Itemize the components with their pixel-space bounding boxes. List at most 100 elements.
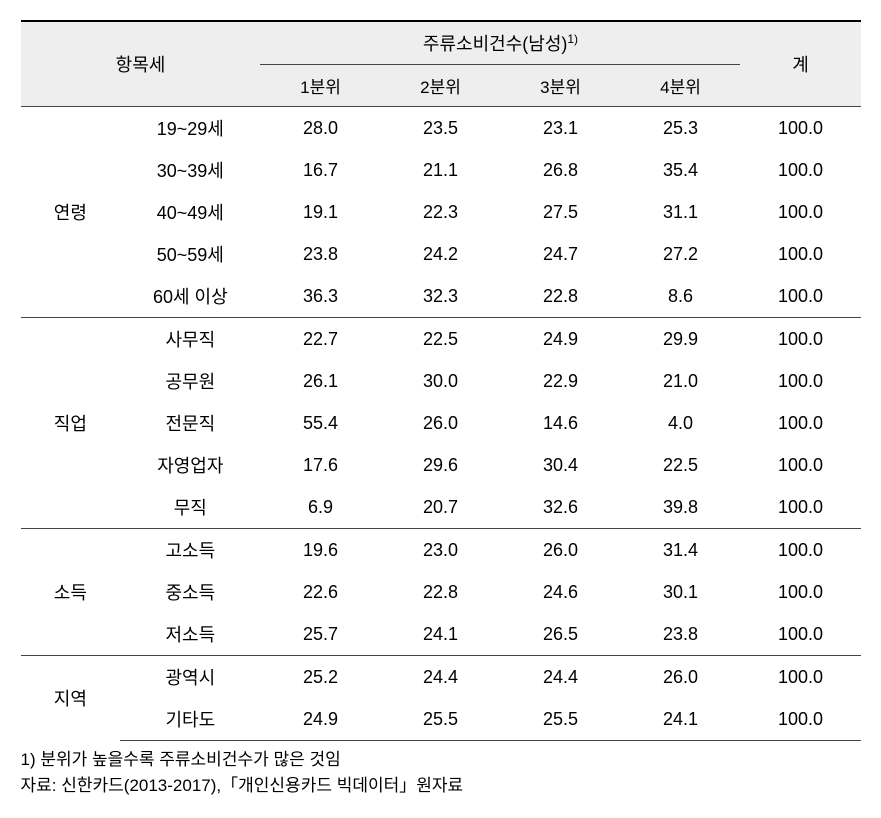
value-cell: 16.7 xyxy=(260,149,380,191)
value-cell: 26.0 xyxy=(380,402,500,444)
value-cell: 31.4 xyxy=(620,529,740,572)
row-label: 기타도 xyxy=(120,698,260,741)
value-cell: 17.6 xyxy=(260,444,380,486)
value-cell: 26.0 xyxy=(620,656,740,699)
value-cell: 20.7 xyxy=(380,486,500,529)
value-cell: 29.9 xyxy=(620,318,740,361)
total-cell: 100.0 xyxy=(740,318,860,361)
value-cell: 24.4 xyxy=(380,656,500,699)
category-cell: 지역 xyxy=(21,656,121,741)
total-cell: 100.0 xyxy=(740,275,860,318)
value-cell: 4.0 xyxy=(620,402,740,444)
main-header: 주류소비건수(남성)1) xyxy=(260,21,740,65)
row-label: 자영업자 xyxy=(120,444,260,486)
value-cell: 23.8 xyxy=(260,233,380,275)
value-cell: 19.1 xyxy=(260,191,380,233)
category-cell: 직업 xyxy=(21,318,121,529)
value-cell: 26.0 xyxy=(500,529,620,572)
value-cell: 26.8 xyxy=(500,149,620,191)
value-cell: 6.9 xyxy=(260,486,380,529)
value-cell: 23.0 xyxy=(380,529,500,572)
total-cell: 100.0 xyxy=(740,571,860,613)
footnote-source: 자료: 신한카드(2013-2017),「개인신용카드 빅데이터」원자료 xyxy=(21,773,861,799)
value-cell: 28.0 xyxy=(260,107,380,150)
table-row: 30~39세16.721.126.835.4100.0 xyxy=(21,149,861,191)
table-row: 기타도24.925.525.524.1100.0 xyxy=(21,698,861,741)
value-cell: 25.5 xyxy=(380,698,500,741)
value-cell: 8.6 xyxy=(620,275,740,318)
value-cell: 25.7 xyxy=(260,613,380,656)
value-cell: 22.8 xyxy=(380,571,500,613)
data-table: 항목세 주류소비건수(남성)1) 계 1분위 2분위 3분위 4분위 연령19~… xyxy=(21,20,861,741)
total-cell: 100.0 xyxy=(740,149,860,191)
quartile-header-1: 1분위 xyxy=(260,65,380,107)
table-body: 연령19~29세28.023.523.125.3100.030~39세16.72… xyxy=(21,107,861,741)
value-cell: 24.1 xyxy=(620,698,740,741)
row-label: 전문직 xyxy=(120,402,260,444)
total-cell: 100.0 xyxy=(740,107,860,150)
total-cell: 100.0 xyxy=(740,529,860,572)
value-cell: 22.9 xyxy=(500,360,620,402)
table-row: 40~49세19.122.327.531.1100.0 xyxy=(21,191,861,233)
total-cell: 100.0 xyxy=(740,486,860,529)
value-cell: 25.5 xyxy=(500,698,620,741)
value-cell: 24.9 xyxy=(260,698,380,741)
table-row: 지역광역시25.224.424.426.0100.0 xyxy=(21,656,861,699)
row-label: 19~29세 xyxy=(120,107,260,150)
total-cell: 100.0 xyxy=(740,360,860,402)
total-header: 계 xyxy=(740,21,860,107)
header-superscript: 1) xyxy=(567,32,578,46)
table-row: 공무원26.130.022.921.0100.0 xyxy=(21,360,861,402)
value-cell: 30.0 xyxy=(380,360,500,402)
data-table-container: 항목세 주류소비건수(남성)1) 계 1분위 2분위 3분위 4분위 연령19~… xyxy=(21,20,861,798)
value-cell: 24.6 xyxy=(500,571,620,613)
value-cell: 21.1 xyxy=(380,149,500,191)
table-row: 무직6.920.732.639.8100.0 xyxy=(21,486,861,529)
row-label: 저소득 xyxy=(120,613,260,656)
value-cell: 26.1 xyxy=(260,360,380,402)
category-cell: 연령 xyxy=(21,107,121,318)
value-cell: 14.6 xyxy=(500,402,620,444)
value-cell: 27.5 xyxy=(500,191,620,233)
footnote-1: 1) 분위가 높을수록 주류소비건수가 많은 것임 xyxy=(21,747,861,773)
value-cell: 30.1 xyxy=(620,571,740,613)
row-label: 40~49세 xyxy=(120,191,260,233)
row-label: 사무직 xyxy=(120,318,260,361)
total-cell: 100.0 xyxy=(740,191,860,233)
total-cell: 100.0 xyxy=(740,698,860,741)
value-cell: 26.5 xyxy=(500,613,620,656)
main-header-text: 주류소비건수(남성) xyxy=(423,34,567,54)
value-cell: 23.5 xyxy=(380,107,500,150)
total-cell: 100.0 xyxy=(740,402,860,444)
value-cell: 23.8 xyxy=(620,613,740,656)
value-cell: 22.7 xyxy=(260,318,380,361)
value-cell: 25.3 xyxy=(620,107,740,150)
row-label: 60세 이상 xyxy=(120,275,260,318)
table-row: 소득고소득19.623.026.031.4100.0 xyxy=(21,529,861,572)
table-row: 자영업자17.629.630.422.5100.0 xyxy=(21,444,861,486)
value-cell: 32.6 xyxy=(500,486,620,529)
total-cell: 100.0 xyxy=(740,233,860,275)
table-row: 저소득25.724.126.523.8100.0 xyxy=(21,613,861,656)
value-cell: 22.5 xyxy=(620,444,740,486)
quartile-header-4: 4분위 xyxy=(620,65,740,107)
value-cell: 30.4 xyxy=(500,444,620,486)
row-label: 30~39세 xyxy=(120,149,260,191)
table-row: 50~59세23.824.224.727.2100.0 xyxy=(21,233,861,275)
total-cell: 100.0 xyxy=(740,444,860,486)
total-cell: 100.0 xyxy=(740,656,860,699)
value-cell: 55.4 xyxy=(260,402,380,444)
table-row: 직업사무직22.722.524.929.9100.0 xyxy=(21,318,861,361)
value-cell: 31.1 xyxy=(620,191,740,233)
quartile-header-3: 3분위 xyxy=(500,65,620,107)
footnotes: 1) 분위가 높을수록 주류소비건수가 많은 것임 자료: 신한카드(2013-… xyxy=(21,747,861,798)
row-label: 50~59세 xyxy=(120,233,260,275)
value-cell: 22.8 xyxy=(500,275,620,318)
value-cell: 27.2 xyxy=(620,233,740,275)
category-cell: 소득 xyxy=(21,529,121,656)
table-header: 항목세 주류소비건수(남성)1) 계 1분위 2분위 3분위 4분위 xyxy=(21,21,861,107)
row-label: 중소득 xyxy=(120,571,260,613)
value-cell: 22.5 xyxy=(380,318,500,361)
table-row: 60세 이상36.332.322.88.6100.0 xyxy=(21,275,861,318)
value-cell: 19.6 xyxy=(260,529,380,572)
